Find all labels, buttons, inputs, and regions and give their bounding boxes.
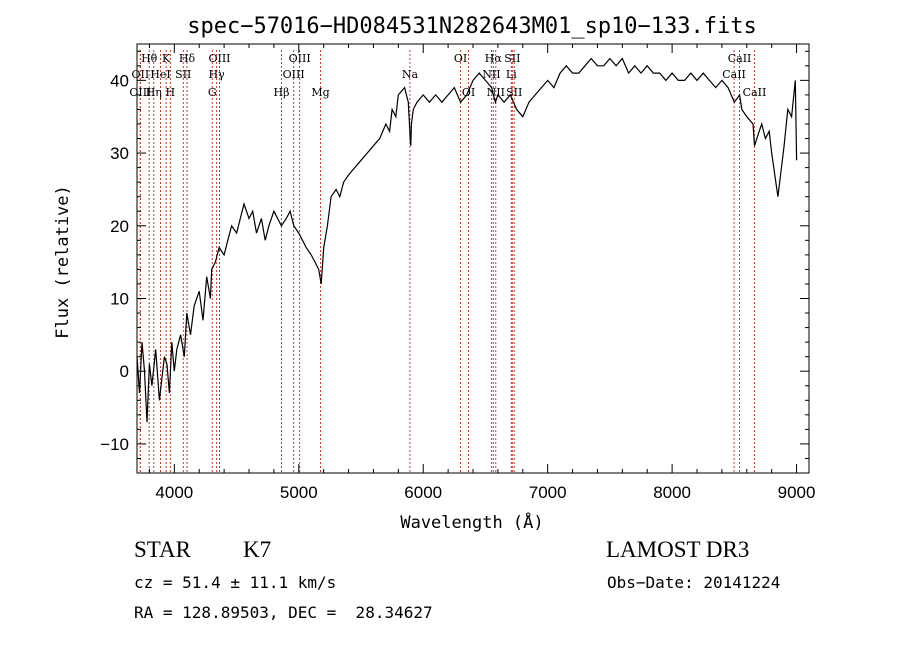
redshift-cz: cz = 51.4 ± 11.1 km/s	[134, 573, 337, 592]
spectral-line-label: Hθ	[141, 52, 158, 65]
x-axis-label: Wavelength (Å)	[400, 511, 543, 533]
x-axis-ticks: 4000 5000 6000 7000 8000 9000	[148, 44, 816, 502]
x-tick-label: 4000	[155, 483, 193, 502]
spectral-line-label: OIII	[208, 52, 230, 65]
spectral-line-label: K	[162, 52, 171, 65]
spectral-line-label: OII	[132, 68, 150, 81]
spectral-line-label: OIII	[129, 86, 151, 99]
spectral-line-label: Hη	[146, 86, 162, 99]
plot-frame	[136, 43, 810, 474]
spectral-line-label: Hγ	[209, 68, 226, 81]
object-subclass: K7	[243, 537, 272, 562]
y-tick-label: 20	[110, 217, 129, 236]
spectral-line-label: CaII	[728, 52, 752, 65]
spectral-line-label: Na	[402, 68, 419, 81]
observation-date: Obs−Date: 20141224	[607, 573, 781, 592]
spectral-line-label: HeI	[150, 68, 170, 81]
y-tick-label: 0	[120, 362, 129, 381]
object-class: STAR	[134, 537, 191, 562]
spectral-line-label: Mg	[311, 86, 329, 99]
spectral-line-label: Hα	[485, 52, 503, 65]
y-tick-label: −10	[100, 435, 129, 454]
spectral-line-label: H	[166, 86, 176, 99]
spectral-line-label: Li	[506, 68, 517, 81]
spectral-line-label: OI	[454, 52, 467, 65]
spectral-line-label: SII	[175, 68, 191, 81]
spectral-line-label: Hβ	[274, 86, 290, 99]
spectral-line-label: CaII	[743, 86, 767, 99]
spectral-line-markers	[139, 50, 755, 473]
x-tick-label: 8000	[653, 483, 691, 502]
spectral-line-label: OI	[462, 86, 475, 99]
spectral-line-label: NII	[487, 86, 505, 99]
spectral-line-label: G	[208, 86, 217, 99]
spectral-line-label: OIII	[289, 52, 311, 65]
x-tick-label: 9000	[778, 483, 816, 502]
x-tick-label: 5000	[280, 483, 318, 502]
coordinates: RA = 128.89503, DEC = 28.34627	[134, 603, 433, 622]
survey-name: LAMOST DR3	[606, 537, 750, 562]
y-tick-label: 10	[110, 289, 129, 308]
x-tick-label: 7000	[529, 483, 567, 502]
spectral-line-label: Hδ	[179, 52, 196, 65]
x-tick-label: 6000	[404, 483, 442, 502]
spectral-line-label: SII	[504, 52, 520, 65]
spectrum-line	[136, 57, 798, 423]
y-axis-ticks: −10 0 10 20 30 40	[100, 50, 809, 474]
spectral-line-label: NII	[482, 68, 500, 81]
spectral-line-label: CaII	[722, 68, 746, 81]
chart-title: spec−57016−HD084531N282643M01_sp10−133.f…	[187, 14, 757, 39]
y-tick-label: 30	[110, 144, 129, 163]
y-tick-label: 40	[110, 71, 129, 90]
spectral-line-label: OIII	[283, 68, 305, 81]
y-axis-label: Flux (relative)	[53, 185, 73, 339]
